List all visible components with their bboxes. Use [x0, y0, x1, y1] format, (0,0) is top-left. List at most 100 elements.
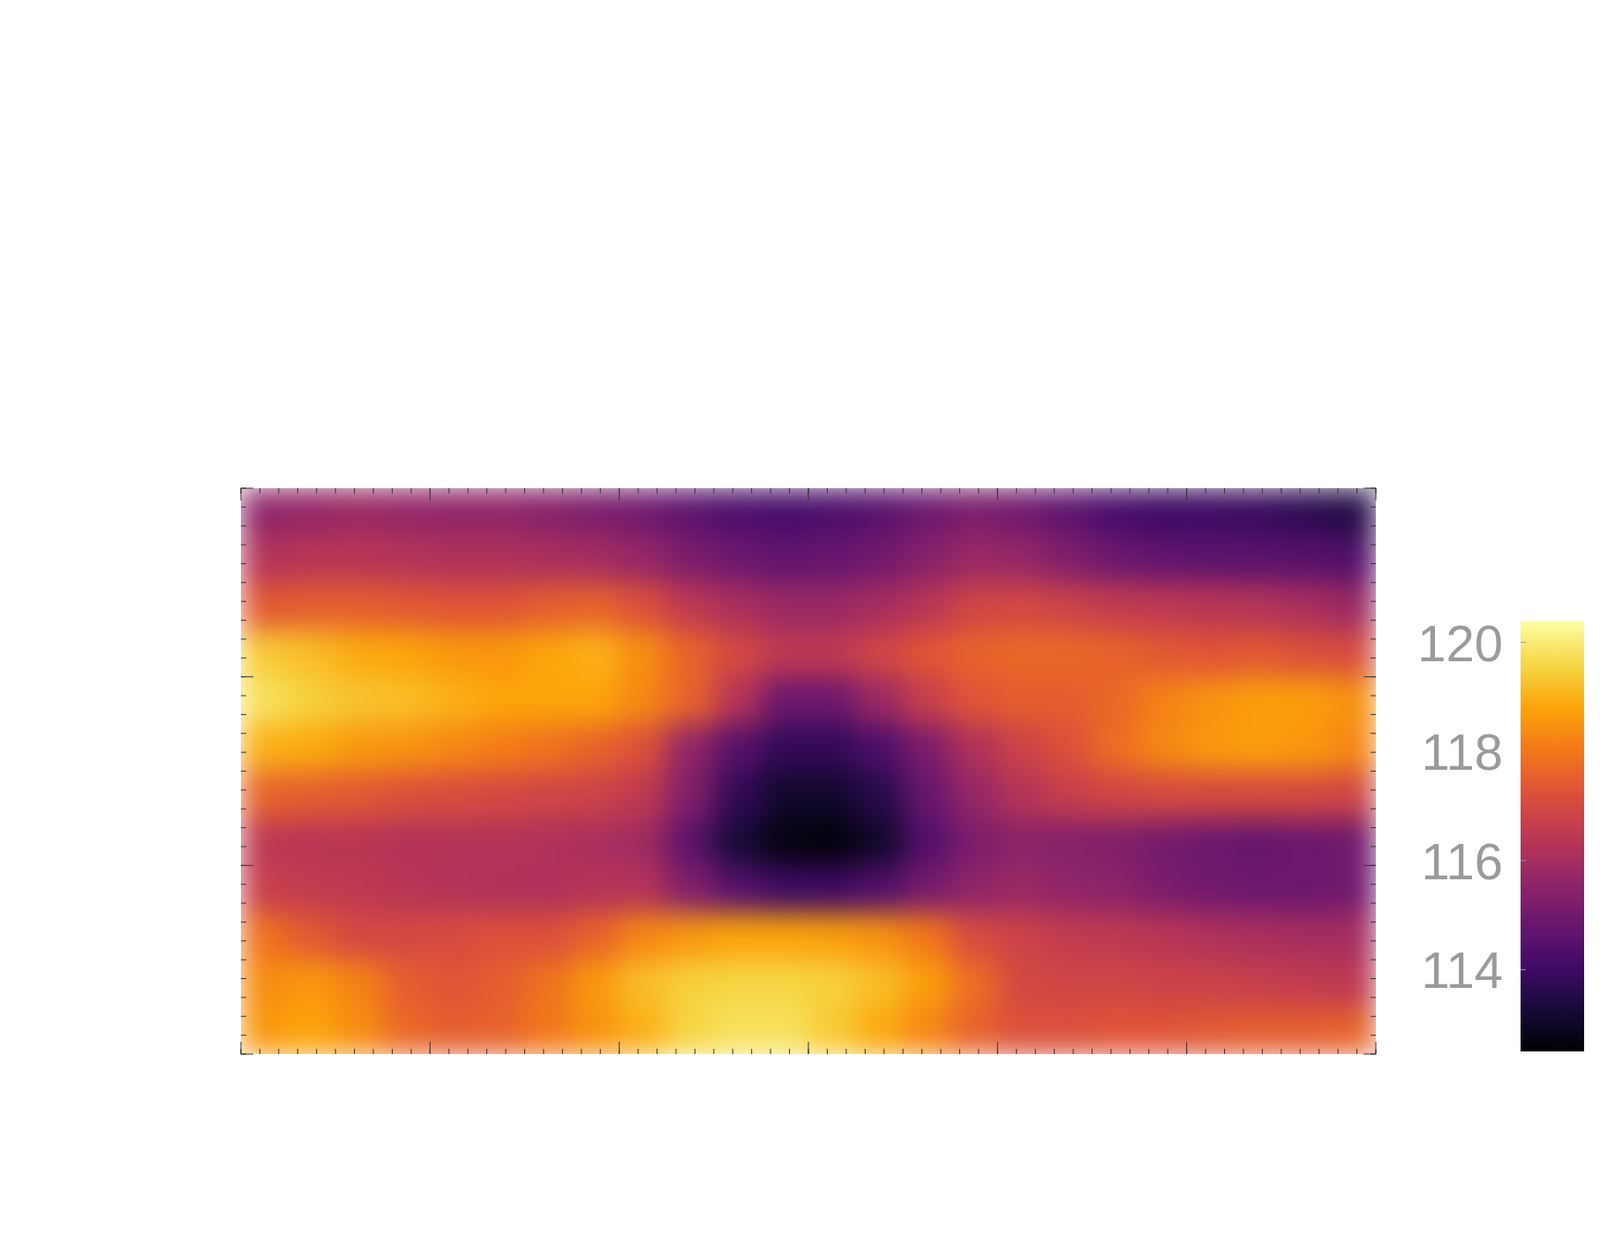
y-minor-tick	[240, 544, 247, 546]
x-minor-tick	[732, 488, 734, 494]
x-minor-tick	[883, 488, 885, 494]
x-minor-tick	[959, 1048, 961, 1054]
heatmap-cell	[288, 676, 337, 725]
heatmap-cell	[1328, 912, 1376, 961]
heatmap-cell	[1281, 771, 1330, 819]
heatmap-cell	[1186, 818, 1235, 866]
heatmap-cell	[1092, 534, 1141, 583]
x-minor-tick	[600, 1048, 601, 1054]
heatmap-cell	[1139, 582, 1187, 631]
heatmap-cell	[1233, 676, 1282, 725]
x-minor-tick	[373, 1048, 375, 1054]
heatmap-cell	[288, 629, 337, 677]
heatmap-cell	[902, 1006, 951, 1054]
heatmap-cell	[997, 582, 1045, 631]
x-minor-tick	[448, 488, 450, 494]
y-minor-tick	[1370, 600, 1376, 602]
heatmap-cell	[1044, 723, 1093, 772]
y-minor-tick	[240, 695, 247, 697]
heatmap-cell	[1328, 864, 1376, 913]
heatmap-cell	[335, 864, 384, 913]
heatmap-cell	[1328, 582, 1376, 631]
heatmap-cell	[477, 818, 526, 866]
heatmap-cell	[1092, 864, 1141, 913]
heatmap-cell	[856, 676, 904, 725]
x-minor-tick	[1015, 1048, 1017, 1054]
heatmap-cell	[429, 582, 478, 631]
heatmap-cell	[1044, 864, 1093, 913]
axes	[240, 488, 1376, 1054]
heatmap-cell	[856, 534, 904, 583]
heatmap-cell	[525, 1006, 573, 1054]
heatmap-cell	[1044, 912, 1093, 961]
heatmap-cell	[1092, 488, 1141, 536]
heatmap-cell	[1139, 818, 1187, 866]
heatmap-cell	[997, 864, 1045, 913]
heatmap-cell	[902, 488, 951, 536]
x-minor-tick	[1261, 488, 1263, 494]
heatmap-cell	[950, 534, 999, 583]
x-minor-tick	[391, 488, 393, 494]
x-minor-tick	[410, 488, 412, 494]
heatmap-cell	[950, 676, 999, 725]
heatmap-cell	[477, 959, 526, 1007]
heatmap-cell	[429, 723, 478, 772]
x-minor-tick	[505, 488, 507, 494]
heatmap-cell	[335, 959, 384, 1007]
heatmap-cell	[288, 912, 337, 961]
heatmap-cell	[1186, 488, 1235, 536]
heatmap-cell	[997, 771, 1045, 819]
x-minor-tick	[1299, 488, 1301, 494]
heatmap-cell	[335, 771, 384, 819]
heatmap-cell	[1233, 959, 1282, 1007]
heatmap-cell	[1233, 534, 1282, 583]
y-minor-tick	[1370, 883, 1376, 885]
heatmap-cell	[760, 912, 809, 961]
heatmap-cell	[1092, 959, 1141, 1007]
y-minor-tick	[240, 732, 247, 734]
x-minor-tick	[977, 1048, 979, 1054]
x-tick	[808, 1041, 810, 1054]
x-minor-tick	[1337, 1048, 1339, 1054]
colorbar-tick	[1520, 641, 1526, 643]
colorbar-tick	[1520, 859, 1526, 861]
heatmap-cell	[1281, 959, 1330, 1007]
y-minor-tick	[240, 638, 247, 639]
y-minor-tick	[1370, 770, 1376, 772]
heatmap-cell	[808, 818, 857, 866]
heatmap-cell	[335, 912, 384, 961]
heatmap-cell	[1281, 534, 1330, 583]
heatmap-cell	[902, 534, 951, 583]
chart: 114116118120	[0, 0, 1600, 1243]
y-minor-tick	[240, 826, 247, 828]
y-minor-tick	[240, 902, 247, 904]
x-minor-tick	[1318, 1048, 1320, 1054]
x-minor-tick	[1091, 488, 1093, 494]
y-minor-tick	[1370, 619, 1376, 621]
y-minor-tick	[1370, 996, 1376, 998]
x-minor-tick	[1091, 1048, 1093, 1054]
heatmap-cell	[477, 676, 526, 725]
heatmap-cell	[1186, 582, 1235, 631]
heatmap-cell	[1139, 912, 1187, 961]
heatmap-cell	[997, 959, 1045, 1007]
heatmap-cell	[619, 1006, 668, 1054]
x-minor-tick	[277, 488, 279, 494]
colorbar	[1520, 620, 1585, 1052]
heatmap-cell	[760, 723, 809, 772]
heatmap-cell	[383, 534, 431, 583]
heatmap-cell	[1092, 818, 1141, 866]
plot-area	[240, 488, 1376, 1054]
y-tick	[1363, 676, 1376, 677]
heatmap-cell	[1328, 771, 1376, 819]
heatmap-cell	[525, 582, 573, 631]
heatmap-cell	[760, 629, 809, 677]
heatmap-cell	[713, 912, 762, 961]
x-minor-tick	[1205, 1048, 1207, 1054]
heatmap-cell	[760, 488, 809, 536]
heatmap-cell	[1092, 629, 1141, 677]
heatmap-cell	[666, 629, 714, 677]
heatmap-cell	[429, 818, 478, 866]
heatmap-cell	[1044, 534, 1093, 583]
heatmap-cell	[856, 488, 904, 536]
